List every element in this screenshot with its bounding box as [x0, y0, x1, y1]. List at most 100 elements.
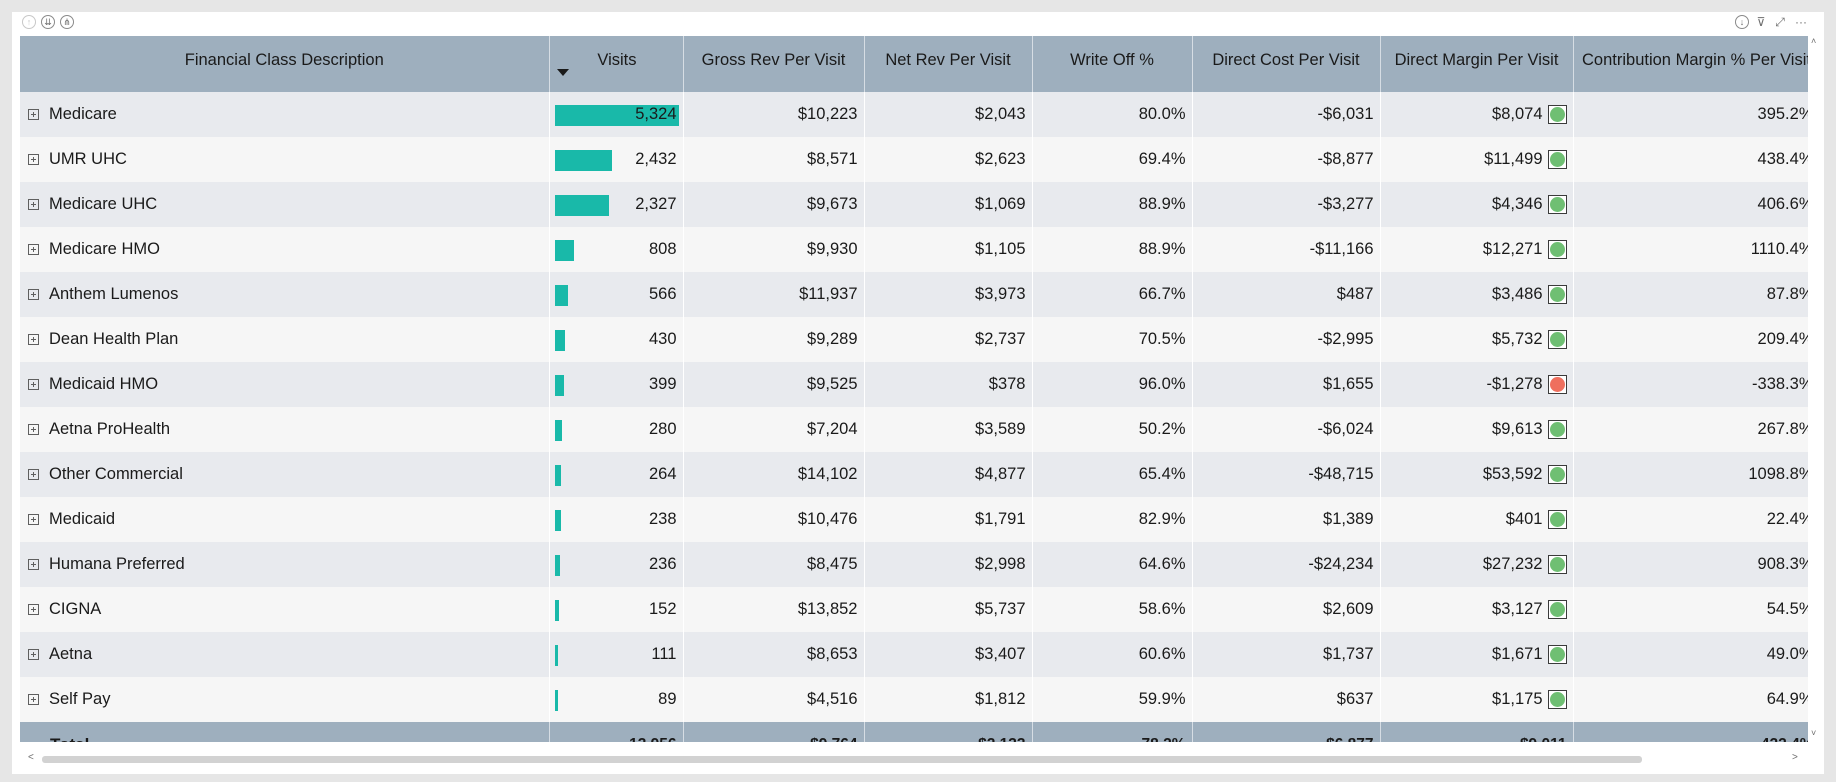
write-off-cell: 70.5% [1032, 317, 1193, 362]
visits-cell: 280 [548, 407, 684, 452]
financial-class-cell[interactable]: Other Commercial [20, 452, 550, 497]
financial-class-label: Self Pay [49, 690, 111, 708]
scroll-up-icon[interactable]: ˄ [1811, 36, 1817, 46]
table-row[interactable]: Other Commercial 264 $14,102 $4,877 65.4% -$4… [20, 452, 1808, 497]
visits-value: 152 [648, 600, 677, 618]
visual-header: ↑ ⇊ ⋔ ↓ ⊽ ⤢ ··· [12, 12, 1824, 34]
horizontal-scrollbar[interactable]: < > [20, 752, 1808, 766]
column-header-financial-class[interactable]: Financial Class Description [20, 36, 550, 92]
focus-mode-icon[interactable]: ⤢ [1775, 15, 1785, 29]
drill-up-icon[interactable]: ↑ [22, 15, 36, 29]
financial-class-cell[interactable]: Humana Preferred [20, 542, 550, 587]
expand-row-icon[interactable] [28, 334, 39, 345]
financial-class-cell[interactable]: Medicaid HMO [20, 362, 550, 407]
financial-class-label: Humana Preferred [49, 555, 185, 573]
direct-cost-cell: -$2,995 [1192, 317, 1381, 362]
direct-margin-cell: $27,232 [1380, 542, 1574, 587]
direct-margin-value: $11,499 [1484, 150, 1543, 169]
financial-class-cell[interactable]: Medicare HMO [20, 227, 550, 272]
column-header-direct-margin[interactable]: Direct Margin Per Visit [1380, 36, 1574, 92]
more-options-icon[interactable]: ··· [1795, 15, 1807, 29]
direct-margin-cell: $9,613 [1380, 407, 1574, 452]
direct-margin-value: $1,671 [1492, 645, 1543, 664]
visits-value: 566 [648, 285, 677, 303]
horizontal-scroll-thumb[interactable] [42, 756, 1642, 763]
financial-class-cell[interactable]: CIGNA [20, 587, 550, 632]
table-row[interactable]: Medicare 5,324 $10,223 $2,043 80.0% -$6,031 $8… [20, 92, 1808, 137]
visits-value: 238 [648, 510, 677, 528]
scroll-down-icon[interactable]: ˅ [1811, 728, 1817, 738]
scroll-left-icon[interactable]: < [28, 752, 34, 763]
gross-rev-cell: $8,653 [683, 632, 865, 677]
financial-class-cell[interactable]: UMR UHC [20, 137, 550, 182]
expand-row-icon[interactable] [28, 109, 39, 120]
table-row[interactable]: UMR UHC 2,432 $8,571 $2,623 69.4% -$8,877 $11,… [20, 137, 1808, 182]
table-row[interactable]: Medicaid 238 $10,476 $1,791 82.9% $1,389 $401 2… [20, 497, 1808, 542]
expand-row-icon[interactable] [28, 694, 39, 705]
table-row[interactable]: Aetna ProHealth 280 $7,204 $3,589 50.2% -$6,0… [20, 407, 1808, 452]
table-row[interactable]: CIGNA 152 $13,852 $5,737 58.6% $2,609 $3,127 54… [20, 587, 1808, 632]
table-row[interactable]: Medicare UHC 2,327 $9,673 $1,069 88.9% -$3,27… [20, 182, 1808, 227]
expand-row-icon[interactable] [28, 199, 39, 210]
column-header-direct-cost[interactable]: Direct Cost Per Visit [1192, 36, 1381, 92]
drill-down-icon[interactable]: ↓ [1735, 15, 1749, 29]
kpi-status-icon [1547, 375, 1567, 395]
visits-value: 89 [658, 690, 677, 708]
table-row[interactable]: Dean Health Plan 430 $9,289 $2,737 70.5% -$2,… [20, 317, 1808, 362]
expand-row-icon[interactable] [28, 379, 39, 390]
column-header-gross-rev[interactable]: Gross Rev Per Visit [683, 36, 865, 92]
table-row[interactable]: Anthem Lumenos 566 $11,937 $3,973 66.7% $487 $… [20, 272, 1808, 317]
financial-class-cell[interactable]: Dean Health Plan [20, 317, 550, 362]
expand-row-icon[interactable] [28, 604, 39, 615]
filter-icon[interactable]: ⊽ [1756, 15, 1766, 29]
expand-row-icon[interactable] [28, 244, 39, 255]
expand-row-icon[interactable] [28, 424, 39, 435]
sort-descending-icon [556, 69, 569, 76]
net-rev-cell: $3,407 [864, 632, 1033, 677]
expand-row-icon[interactable] [28, 559, 39, 570]
write-off-cell: 65.4% [1032, 452, 1193, 497]
visits-value: 430 [648, 330, 677, 348]
table-row[interactable]: Medicare HMO 808 $9,930 $1,105 88.9% -$11,166… [20, 227, 1808, 272]
write-off-cell: 80.0% [1032, 92, 1193, 137]
total-visits: 13,956 [549, 722, 684, 742]
scroll-right-icon[interactable]: > [1792, 752, 1798, 763]
financial-class-label: Medicaid HMO [49, 375, 159, 393]
table-row[interactable]: Medicaid HMO 399 $9,525 $378 96.0% $1,655 -$1,… [20, 362, 1808, 407]
kpi-status-icon [1547, 465, 1567, 485]
financial-class-label: Other Commercial [49, 465, 183, 483]
table-row[interactable]: Self Pay 89 $4,516 $1,812 59.9% $637 $1,175 64.… [20, 677, 1808, 722]
financial-class-cell[interactable]: Aetna [20, 632, 550, 677]
write-off-cell: 59.9% [1032, 677, 1193, 722]
contribution-margin-cell: 1110.4% [1573, 227, 1808, 272]
financial-class-cell[interactable]: Self Pay [20, 677, 550, 722]
financial-class-cell[interactable]: Aetna ProHealth [20, 407, 550, 452]
contribution-margin-cell: -338.3% [1573, 362, 1808, 407]
financial-class-cell[interactable]: Medicaid [20, 497, 550, 542]
expand-row-icon[interactable] [28, 649, 39, 660]
financial-class-cell[interactable]: Anthem Lumenos [20, 272, 550, 317]
table-row[interactable]: Aetna 111 $8,653 $3,407 60.6% $1,737 $1,671 49.… [20, 632, 1808, 677]
vertical-scrollbar[interactable]: ˄ ˅ [1810, 36, 1824, 742]
expand-row-icon[interactable] [28, 469, 39, 480]
expand-row-icon[interactable] [28, 514, 39, 525]
gross-rev-cell: $4,516 [683, 677, 865, 722]
visits-value: 399 [648, 375, 677, 393]
total-contribution-margin: 422.4% [1573, 722, 1808, 742]
table-row[interactable]: Humana Preferred 236 $8,475 $2,998 64.6% -$24… [20, 542, 1808, 587]
column-header-write-off[interactable]: Write Off % [1032, 36, 1193, 92]
net-rev-cell: $1,791 [864, 497, 1033, 542]
expand-row-icon[interactable] [28, 154, 39, 165]
financial-class-cell[interactable]: Medicare UHC [20, 182, 550, 227]
column-header-net-rev[interactable]: Net Rev Per Visit [864, 36, 1033, 92]
column-header-visits[interactable]: Visits [549, 36, 684, 92]
financial-class-cell[interactable]: Medicare [20, 92, 550, 137]
direct-margin-cell: -$1,278 [1380, 362, 1574, 407]
expand-hierarchy-icon[interactable]: ⋔ [60, 15, 74, 29]
column-header-contribution-margin[interactable]: Contribution Margin % Per Visit [1573, 36, 1808, 92]
visits-data-bar [554, 150, 612, 171]
contribution-margin-cell: 87.8% [1573, 272, 1808, 317]
financial-class-label: Medicaid [49, 510, 116, 528]
drill-down-all-icon[interactable]: ⇊ [41, 15, 55, 29]
expand-row-icon[interactable] [28, 289, 39, 300]
